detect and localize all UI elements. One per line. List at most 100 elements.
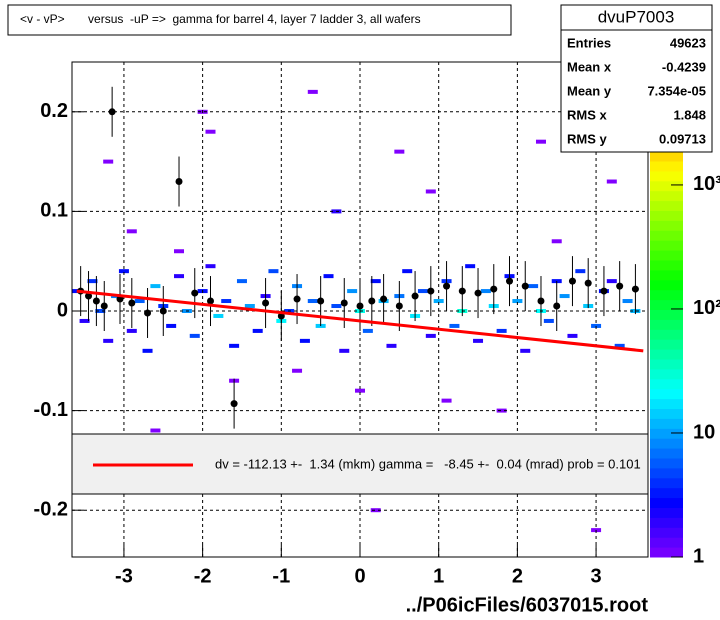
cell: [622, 299, 633, 304]
cell: [520, 348, 531, 353]
x-tick-label: 0: [354, 565, 365, 587]
profile-point: [395, 302, 403, 310]
color-bar-segment: [650, 507, 683, 518]
z-tick-label: 10²: [693, 297, 720, 319]
cell: [425, 189, 436, 194]
profile-point: [427, 287, 435, 295]
color-bar-segment: [650, 220, 683, 231]
cell: [79, 318, 90, 323]
stats-value: 0.09713: [659, 131, 706, 146]
cell: [394, 149, 405, 154]
cell: [417, 289, 428, 294]
cell: [512, 299, 523, 304]
x-tick-label: 1: [433, 565, 444, 587]
cell: [355, 388, 365, 393]
cell: [496, 328, 507, 333]
cell: [591, 323, 602, 328]
cell: [213, 313, 224, 318]
cell: [244, 304, 255, 309]
profile-point: [490, 285, 498, 293]
x-tick-label: -1: [272, 565, 290, 587]
cell: [150, 284, 161, 289]
cell: [87, 279, 98, 284]
profile-point: [85, 292, 93, 300]
color-bar-segment: [650, 388, 683, 400]
stats-value: 49623: [670, 35, 706, 50]
cell: [339, 348, 350, 353]
stats-value: -0.4239: [662, 59, 706, 74]
cell: [425, 333, 436, 338]
color-bar-segment: [650, 230, 683, 241]
chart-title: <v - vP> versus -uP => gamma for barrel …: [20, 12, 421, 26]
cell: [362, 328, 373, 333]
x-tick-label: -2: [194, 565, 212, 587]
color-bar-segment: [650, 260, 683, 271]
footer: ../P06icFiles/6037015.root: [406, 594, 649, 616]
y-tick-label: 0.2: [40, 100, 68, 122]
cell: [229, 343, 240, 348]
cell: [103, 159, 114, 164]
color-bar-segment: [650, 309, 683, 320]
color-bar-segment: [650, 329, 683, 340]
color-bar-segment: [650, 537, 683, 548]
stats-key: RMS x: [567, 107, 608, 122]
color-bar-segment: [650, 279, 683, 291]
color-bar-segment: [650, 368, 683, 380]
profile-point: [443, 282, 451, 290]
cell: [575, 269, 586, 274]
x-tick-label: 3: [591, 565, 602, 587]
profile-point: [92, 297, 100, 305]
stats-box: [560, 4, 713, 153]
stats-value: 1.848: [673, 107, 706, 122]
profile-point: [380, 295, 388, 303]
color-bar-segment: [650, 467, 683, 479]
profile-point: [159, 307, 167, 315]
cell: [551, 239, 562, 244]
color-bar-segment: [650, 487, 683, 499]
color-bar-segment: [650, 339, 683, 350]
profile-point: [474, 289, 482, 297]
color-bar-segment: [650, 299, 683, 310]
color-bar-segment: [650, 517, 683, 528]
cell: [142, 348, 153, 353]
profile-point: [616, 282, 624, 290]
cell: [189, 333, 200, 338]
color-bar-segment: [650, 359, 683, 370]
cell: [252, 328, 263, 333]
cell: [480, 289, 491, 294]
profile-point: [537, 297, 545, 305]
cell: [465, 264, 476, 269]
cell: [205, 264, 216, 269]
profile-point: [521, 282, 529, 290]
cell: [236, 279, 247, 284]
cell: [535, 139, 546, 144]
cell: [150, 428, 161, 433]
cell: [370, 279, 381, 284]
cell: [307, 89, 318, 94]
cell: [323, 274, 334, 279]
profile-point: [458, 287, 466, 295]
profile-point: [230, 400, 238, 408]
cell: [307, 299, 318, 304]
profile-point: [411, 292, 419, 300]
profile-point: [368, 297, 376, 305]
cell: [347, 289, 358, 294]
stats-key: Mean x: [567, 59, 612, 74]
cell: [543, 318, 554, 323]
color-bar-segment: [650, 448, 683, 459]
y-tick-label: -0.1: [34, 399, 68, 421]
cell: [268, 269, 279, 274]
fit-line: [76, 289, 644, 353]
profile-point: [553, 302, 561, 310]
plot-area: [72, 62, 648, 557]
cell: [567, 333, 578, 338]
color-bar-segment: [650, 418, 683, 429]
cell: [205, 129, 216, 134]
y-tick-label: -0.2: [34, 498, 68, 520]
color-bar-segment: [650, 497, 683, 508]
legend-label: dv = -112.13 +- 1.34 (mkm) gamma = -8.45…: [215, 456, 641, 471]
profile-point: [128, 299, 136, 307]
cell: [221, 299, 232, 304]
color-bar-segment: [650, 378, 683, 390]
